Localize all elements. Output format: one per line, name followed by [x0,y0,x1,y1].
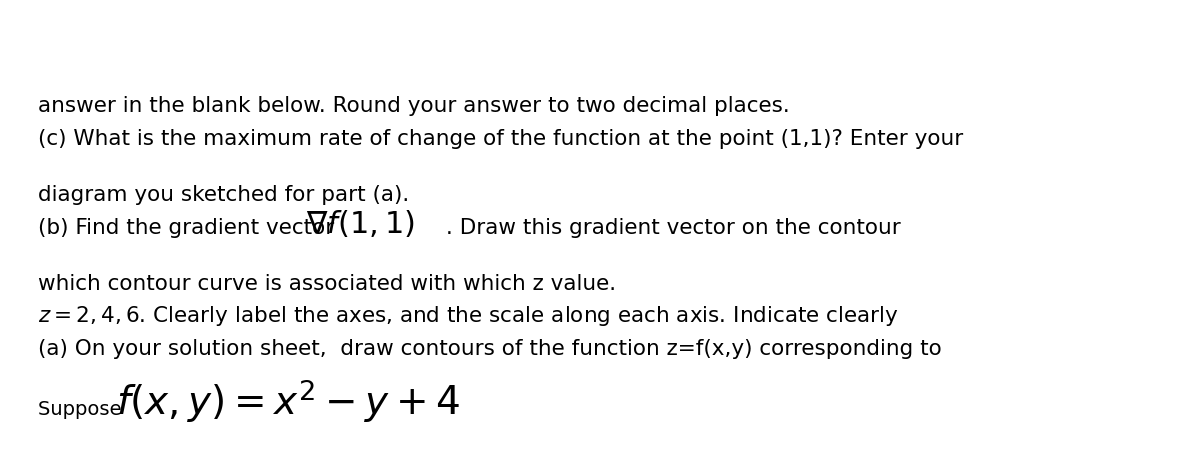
Text: (b) Find the gradient vector: (b) Find the gradient vector [38,218,341,238]
Text: $\nabla f(1, 1)$: $\nabla f(1, 1)$ [306,207,414,239]
Text: . Draw this gradient vector on the contour: . Draw this gradient vector on the conto… [446,218,901,238]
Text: $f(x, y) = x^2 - y + 4$: $f(x, y) = x^2 - y + 4$ [116,377,460,425]
Text: answer in the blank below. Round your answer to two decimal places.: answer in the blank below. Round your an… [38,96,790,116]
Text: diagram you sketched for part (a).: diagram you sketched for part (a). [38,185,409,205]
Text: (a) On your solution sheet,  draw contours of the function z=f(x,y) correspondin: (a) On your solution sheet, draw contour… [38,339,942,359]
Text: which contour curve is associated with which z value.: which contour curve is associated with w… [38,274,616,294]
Text: $z = 2, 4, 6$. Clearly label the axes, and the scale along each axis. Indicate c: $z = 2, 4, 6$. Clearly label the axes, a… [38,304,899,328]
Text: Suppose: Suppose [38,400,127,419]
Text: (c) What is the maximum rate of change of the function at the point (1,1)? Enter: (c) What is the maximum rate of change o… [38,129,964,149]
